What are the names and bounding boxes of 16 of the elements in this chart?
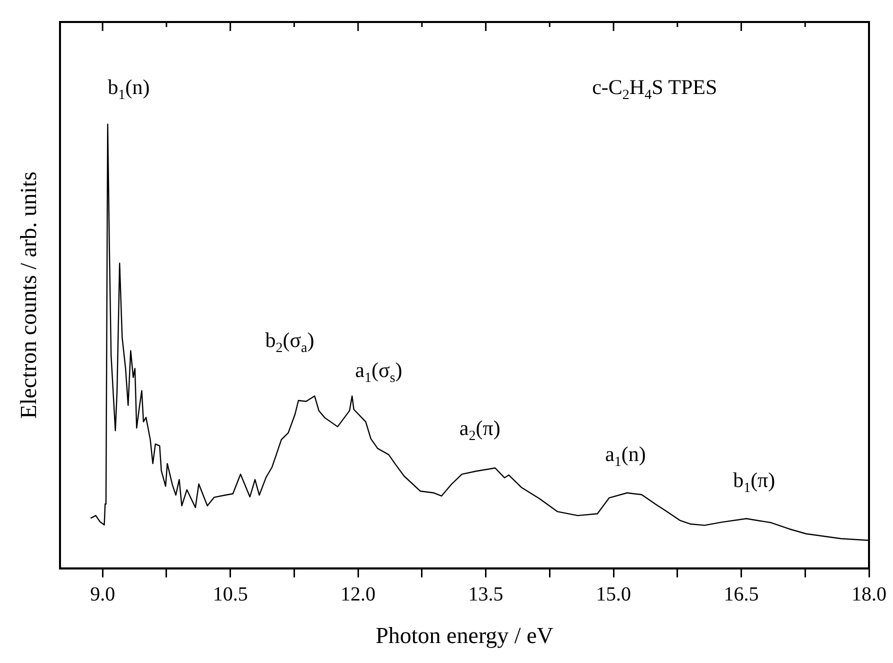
annotation: b$_{1}$(π) (733, 468, 776, 496)
chart-title: c-C$_{2}$H$_{4}$S TPES (592, 74, 718, 103)
x-axis-title: Photon energy / eV (376, 623, 554, 648)
annotation: a$_{2}$(π) (459, 416, 500, 444)
x-tick-label: 9.0 (90, 584, 116, 606)
x-tick-label: 16.5 (724, 584, 759, 606)
annotation: a$_{1}$(n) (605, 442, 646, 470)
y-axis-title: Electron counts / arb. units (16, 172, 42, 419)
x-tick-label: 13.5 (468, 584, 504, 606)
x-tick-label: 12.0 (340, 584, 376, 606)
annotation: b$_{2}$(σ$_{a}$) (265, 328, 314, 356)
text: b$_{1}$(n) (108, 74, 150, 103)
annotation: a$_{1}$(σ$_{s}$) (355, 358, 402, 386)
x-tick-label: 18.0 (852, 584, 886, 606)
x-tick-label: 10.5 (212, 584, 248, 606)
x-tick-label: 15.0 (596, 584, 632, 606)
